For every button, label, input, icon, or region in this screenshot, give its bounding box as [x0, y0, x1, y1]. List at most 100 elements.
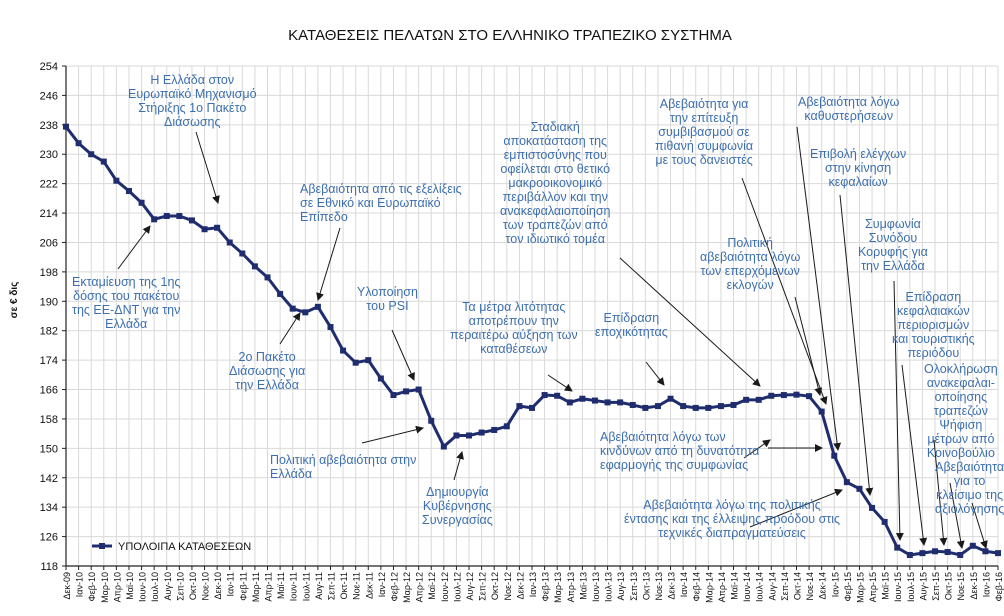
annotation-line: μέτρων από [927, 432, 995, 446]
annotation-line: Τα μέτρα λιτότητας [462, 300, 566, 314]
annotation-psi: Υλοποίηση του PSI [357, 285, 418, 313]
x-tick-label: Οκτ-15 [944, 572, 954, 600]
x-tick-label: Απρ-11 [264, 572, 274, 602]
annotation-arrow [741, 177, 828, 405]
x-tick-label: Ιαν-15 [830, 572, 840, 597]
annotation-arrow [117, 225, 151, 270]
annotation-line: των τραπεζών από [502, 218, 608, 232]
y-tick-label: 198 [40, 267, 58, 279]
x-tick-label: Ιουλ-10 [150, 572, 160, 602]
annotation-line: Αβεβαιότητα από τις εξελίξεις [300, 182, 462, 196]
annotation-arrow [749, 488, 843, 528]
annotation-line: Πολιτική [727, 236, 774, 250]
data-point [529, 404, 535, 411]
annotation-delays: Αβεβαιότητα λόγω καθυστερήσεων [798, 95, 899, 123]
annotation-line: κλείσιμο της [936, 488, 1004, 502]
annotation-arrow [391, 329, 415, 381]
y-tick-label: 142 [40, 473, 58, 485]
annotation-line: περαιτέρω αύξηση των [450, 328, 578, 342]
data-point [327, 324, 334, 331]
annotation-line: Αβεβαιότητα λόγω της πολιτικής [643, 498, 821, 512]
annotation-austerity: Τα μέτρα λιτότητας αποτρέπουν την περαιτέρ… [450, 300, 578, 356]
annotation-line: σε Εθνικό και Ευρωπαϊκό [300, 196, 441, 210]
annotation-line: Συμφωνία [865, 217, 921, 231]
x-tick-label: Φεβ-11 [238, 572, 248, 601]
annotation-line: καθυστερήσεων [804, 109, 894, 123]
annotation-line: Επίδραση [905, 290, 962, 304]
annotation-line: Η Ελλάδα στον [150, 73, 235, 87]
data-point [403, 388, 410, 395]
series-deposits [63, 123, 1001, 558]
data-point [692, 404, 699, 411]
annotation-line: συμβιβασμού σε [658, 125, 750, 139]
annotation-arrow [839, 194, 874, 496]
x-tick-label: Νοε-10 [201, 572, 211, 601]
annotation-arrow [619, 257, 761, 387]
x-tick-label: Ιουν-13 [591, 572, 601, 602]
annotation-seasonality: Επίδραση εποχικότητας [595, 311, 668, 339]
data-point [995, 550, 1001, 557]
annotation-line: του PSI [366, 299, 409, 313]
data-point [63, 123, 69, 130]
x-tick-label: Οκτ-11 [339, 572, 349, 599]
annotation-line: τεχνικές διαπραγματεύσεις [658, 526, 806, 540]
chart-title: ΚΑΤΑΘΕΣΕΙΣ ΠΕΛΑΤΩΝ ΣΤΟ ΕΛΛΗΝΙΚΟ ΤΡΑΠΕΖΙΚ… [288, 27, 732, 44]
x-tick-label: Νοε-11 [352, 572, 362, 600]
data-point [768, 392, 775, 399]
data-point [314, 303, 321, 310]
annotation-arrow [901, 364, 928, 546]
annotation-line: Συνόδου [868, 231, 918, 245]
x-tick-label: Αυγ-13 [616, 572, 626, 600]
x-tick-label: Μαρ-13 [553, 572, 563, 603]
annotation-efsf: Η Ελλάδα στον Ευρωπαϊκό Μηχανισμό Στήριξης… [128, 73, 257, 129]
x-tick-label: Αυγ-10 [163, 572, 173, 600]
annotation-line: Επιβολή ελέγχων [810, 147, 907, 161]
data-point [151, 216, 158, 223]
y-tick-label: 190 [40, 296, 58, 308]
annotation-line: τον ιδιωτικό τομέα [505, 232, 605, 246]
annotation-line: Ψήφιση [939, 418, 983, 432]
annotation-line: Ολοκλήρωση [924, 362, 998, 376]
x-tick-label: Απρ-14 [717, 572, 727, 602]
annotation-line: Αβεβαιότητα λόγω [798, 95, 900, 109]
x-tick-label: Οκτ-10 [188, 572, 198, 600]
data-point [780, 392, 787, 399]
data-point [591, 397, 598, 404]
data-point [654, 403, 661, 410]
legend: ΥΠΟΛΟΙΠΑ ΚΑΤΑΘΕΣΕΩΝ [92, 541, 251, 553]
annotation-pension: Αβεβαιότητα για το κλείσιμο της αξιολόγησης [935, 460, 1004, 516]
data-point [264, 274, 271, 281]
data-point [629, 401, 636, 408]
data-point [466, 432, 473, 439]
x-tick-label: Ιουλ-14 [755, 572, 765, 602]
data-point [541, 392, 548, 399]
annotation-line: εφαρμογής της συμφωνίας [600, 458, 749, 472]
annotation-line: Αβεβαιότητα λόγω των [600, 430, 726, 444]
x-tick-label: Ιαν-16 [981, 572, 991, 597]
annotation-line: δόσης του πακέτου [73, 289, 180, 303]
x-tick-label: Ιαν-10 [75, 572, 85, 597]
x-tick-label: Δεκ-14 [818, 572, 828, 600]
annotation-line: Στήριξης 1ο Πακέτο [138, 101, 247, 115]
data-point [894, 544, 901, 551]
y-tick-label: 150 [40, 443, 58, 455]
data-point [453, 432, 460, 439]
annotation-recapitalisation: Ολοκλήρωση ανακεφαλαι-οποίησης τραπεζών Ψήφ… [924, 362, 998, 460]
annotation-line: αποτρέπουν την [468, 314, 559, 328]
data-point [214, 224, 221, 231]
data-point [88, 151, 95, 158]
data-point [428, 417, 435, 424]
annotation-line: εκλογών [726, 278, 774, 292]
annotation-line: κεφαλαίων [828, 175, 888, 189]
x-tick-label: Φεβ-16 [994, 572, 1004, 601]
x-tick-label: Μαϊ-14 [730, 572, 740, 600]
x-tick-label: Ιουλ-13 [604, 572, 614, 602]
y-axis-label: σε € δις [9, 282, 20, 319]
x-tick-label: Ιουν-10 [138, 572, 148, 602]
annotation-line: Ελλάδα [105, 317, 148, 331]
data-point [717, 403, 724, 410]
annotation-arrow [933, 439, 948, 546]
annotation-line: στην κίνηση [824, 161, 892, 175]
data-point [390, 392, 397, 399]
y-tick-label: 126 [40, 532, 58, 544]
